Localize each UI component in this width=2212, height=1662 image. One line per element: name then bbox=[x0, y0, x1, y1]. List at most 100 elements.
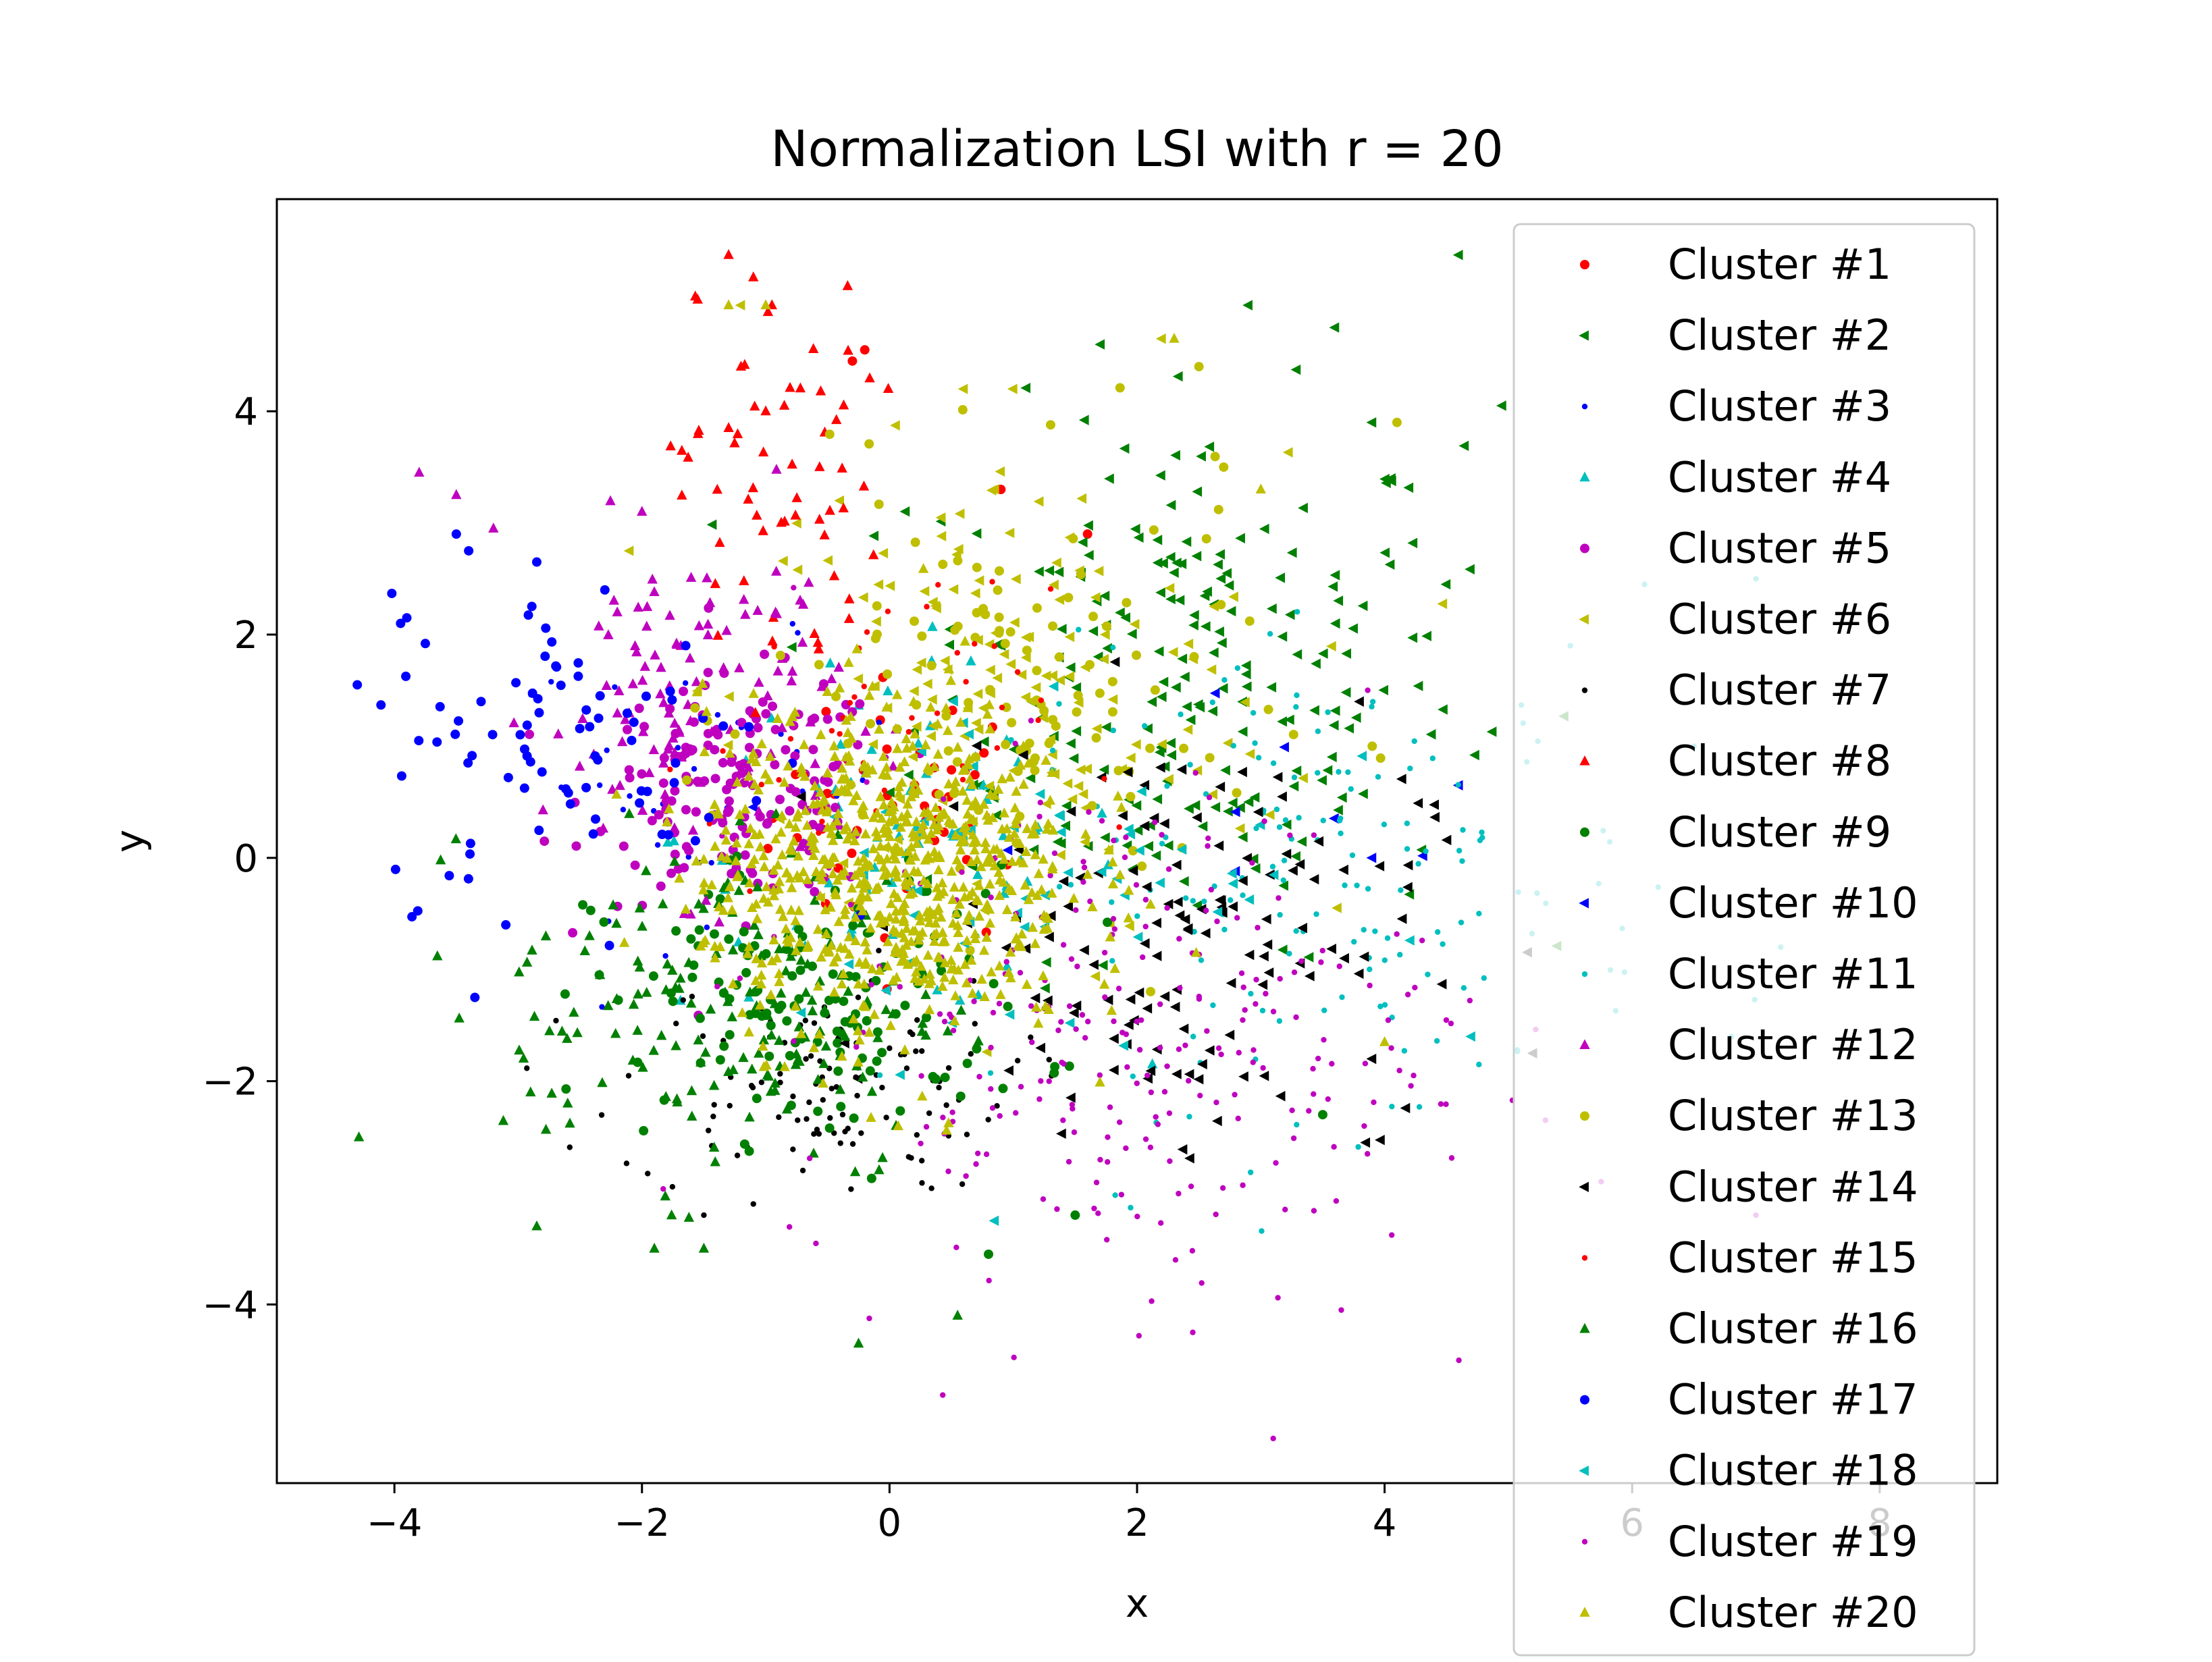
data-point bbox=[1496, 400, 1506, 411]
data-point bbox=[676, 751, 687, 762]
data-point bbox=[1164, 905, 1170, 911]
data-point bbox=[774, 1035, 785, 1045]
data-point bbox=[1201, 534, 1211, 544]
data-point bbox=[1172, 371, 1183, 382]
data-point bbox=[1433, 1038, 1440, 1044]
data-point bbox=[539, 836, 550, 847]
data-point bbox=[1046, 1078, 1052, 1084]
data-point bbox=[750, 1201, 756, 1207]
data-point bbox=[795, 840, 806, 851]
data-point bbox=[839, 824, 849, 834]
data-point bbox=[727, 904, 737, 915]
data-point bbox=[1035, 717, 1041, 724]
data-point bbox=[832, 1026, 842, 1036]
data-point bbox=[1009, 617, 1020, 628]
data-point bbox=[573, 671, 583, 681]
y-tick-label: 2 bbox=[234, 614, 258, 658]
data-point bbox=[1325, 1096, 1331, 1102]
data-point bbox=[831, 414, 842, 425]
data-point bbox=[1184, 1153, 1194, 1164]
data-point bbox=[743, 770, 754, 781]
data-point bbox=[1182, 724, 1193, 735]
data-point bbox=[1336, 792, 1347, 803]
data-point bbox=[1145, 743, 1155, 753]
data-point bbox=[1088, 612, 1099, 622]
data-point bbox=[884, 911, 895, 922]
data-point bbox=[1068, 753, 1079, 764]
legend-label: Cluster #5 bbox=[1668, 523, 1891, 572]
data-point bbox=[976, 861, 986, 872]
data-point bbox=[598, 822, 609, 833]
data-point bbox=[799, 739, 810, 749]
data-point bbox=[758, 1034, 770, 1045]
data-point bbox=[770, 833, 781, 844]
data-point bbox=[1436, 979, 1447, 990]
data-point bbox=[795, 630, 801, 636]
data-point bbox=[835, 1083, 846, 1094]
data-point bbox=[1331, 1144, 1337, 1150]
data-point bbox=[1486, 726, 1497, 737]
data-point bbox=[778, 911, 789, 921]
data-point bbox=[1250, 709, 1257, 716]
data-point bbox=[938, 886, 949, 896]
data-point bbox=[903, 770, 914, 780]
data-point bbox=[706, 726, 717, 736]
data-point bbox=[1336, 769, 1342, 775]
data-point bbox=[777, 556, 788, 566]
data-point bbox=[766, 1029, 777, 1040]
data-point bbox=[947, 1011, 953, 1017]
data-point bbox=[860, 345, 870, 355]
data-point bbox=[1438, 1101, 1444, 1107]
data-point bbox=[1182, 924, 1193, 936]
data-point bbox=[933, 864, 944, 875]
data-point bbox=[1123, 912, 1134, 923]
legend-marker bbox=[1579, 898, 1589, 909]
data-point bbox=[1407, 633, 1418, 643]
data-point bbox=[793, 808, 804, 818]
data-point bbox=[978, 779, 989, 790]
data-point bbox=[694, 925, 704, 935]
legend-marker bbox=[1579, 1322, 1590, 1333]
data-point bbox=[1051, 850, 1058, 857]
legend-item: Cluster #6 bbox=[1579, 595, 1891, 644]
data-point bbox=[968, 837, 979, 847]
data-point bbox=[1011, 932, 1022, 942]
data-point bbox=[815, 890, 826, 901]
data-point bbox=[722, 740, 733, 751]
data-point bbox=[815, 786, 826, 797]
data-point bbox=[1479, 834, 1485, 840]
legend-label: Cluster #18 bbox=[1668, 1446, 1918, 1495]
data-point bbox=[1413, 680, 1423, 691]
data-point bbox=[1304, 971, 1315, 982]
data-point bbox=[658, 757, 669, 768]
data-point bbox=[878, 869, 889, 880]
data-point bbox=[662, 836, 673, 847]
data-point bbox=[1294, 692, 1300, 699]
data-point bbox=[920, 1029, 931, 1040]
data-point bbox=[923, 1124, 930, 1130]
data-point bbox=[928, 1185, 934, 1191]
legend-item: Cluster #18 bbox=[1579, 1446, 1918, 1495]
data-point bbox=[1402, 859, 1413, 871]
data-point bbox=[1208, 647, 1219, 658]
legend-item: Cluster #17 bbox=[1580, 1375, 1918, 1424]
data-point bbox=[1217, 637, 1227, 649]
data-point bbox=[1131, 800, 1142, 811]
data-point bbox=[959, 835, 970, 846]
data-point bbox=[1293, 1014, 1299, 1021]
data-point bbox=[687, 972, 697, 982]
data-point bbox=[1189, 1248, 1196, 1254]
data-point bbox=[710, 774, 720, 784]
data-point bbox=[1062, 778, 1073, 789]
data-point bbox=[1080, 828, 1091, 839]
data-point bbox=[695, 1013, 705, 1023]
data-point bbox=[708, 859, 714, 866]
data-point bbox=[623, 545, 634, 556]
data-point bbox=[958, 822, 969, 832]
data-point bbox=[776, 810, 787, 820]
data-point bbox=[1086, 809, 1092, 815]
data-point bbox=[770, 759, 780, 770]
data-point bbox=[1177, 985, 1183, 991]
data-point bbox=[828, 835, 839, 845]
data-point bbox=[685, 572, 697, 582]
